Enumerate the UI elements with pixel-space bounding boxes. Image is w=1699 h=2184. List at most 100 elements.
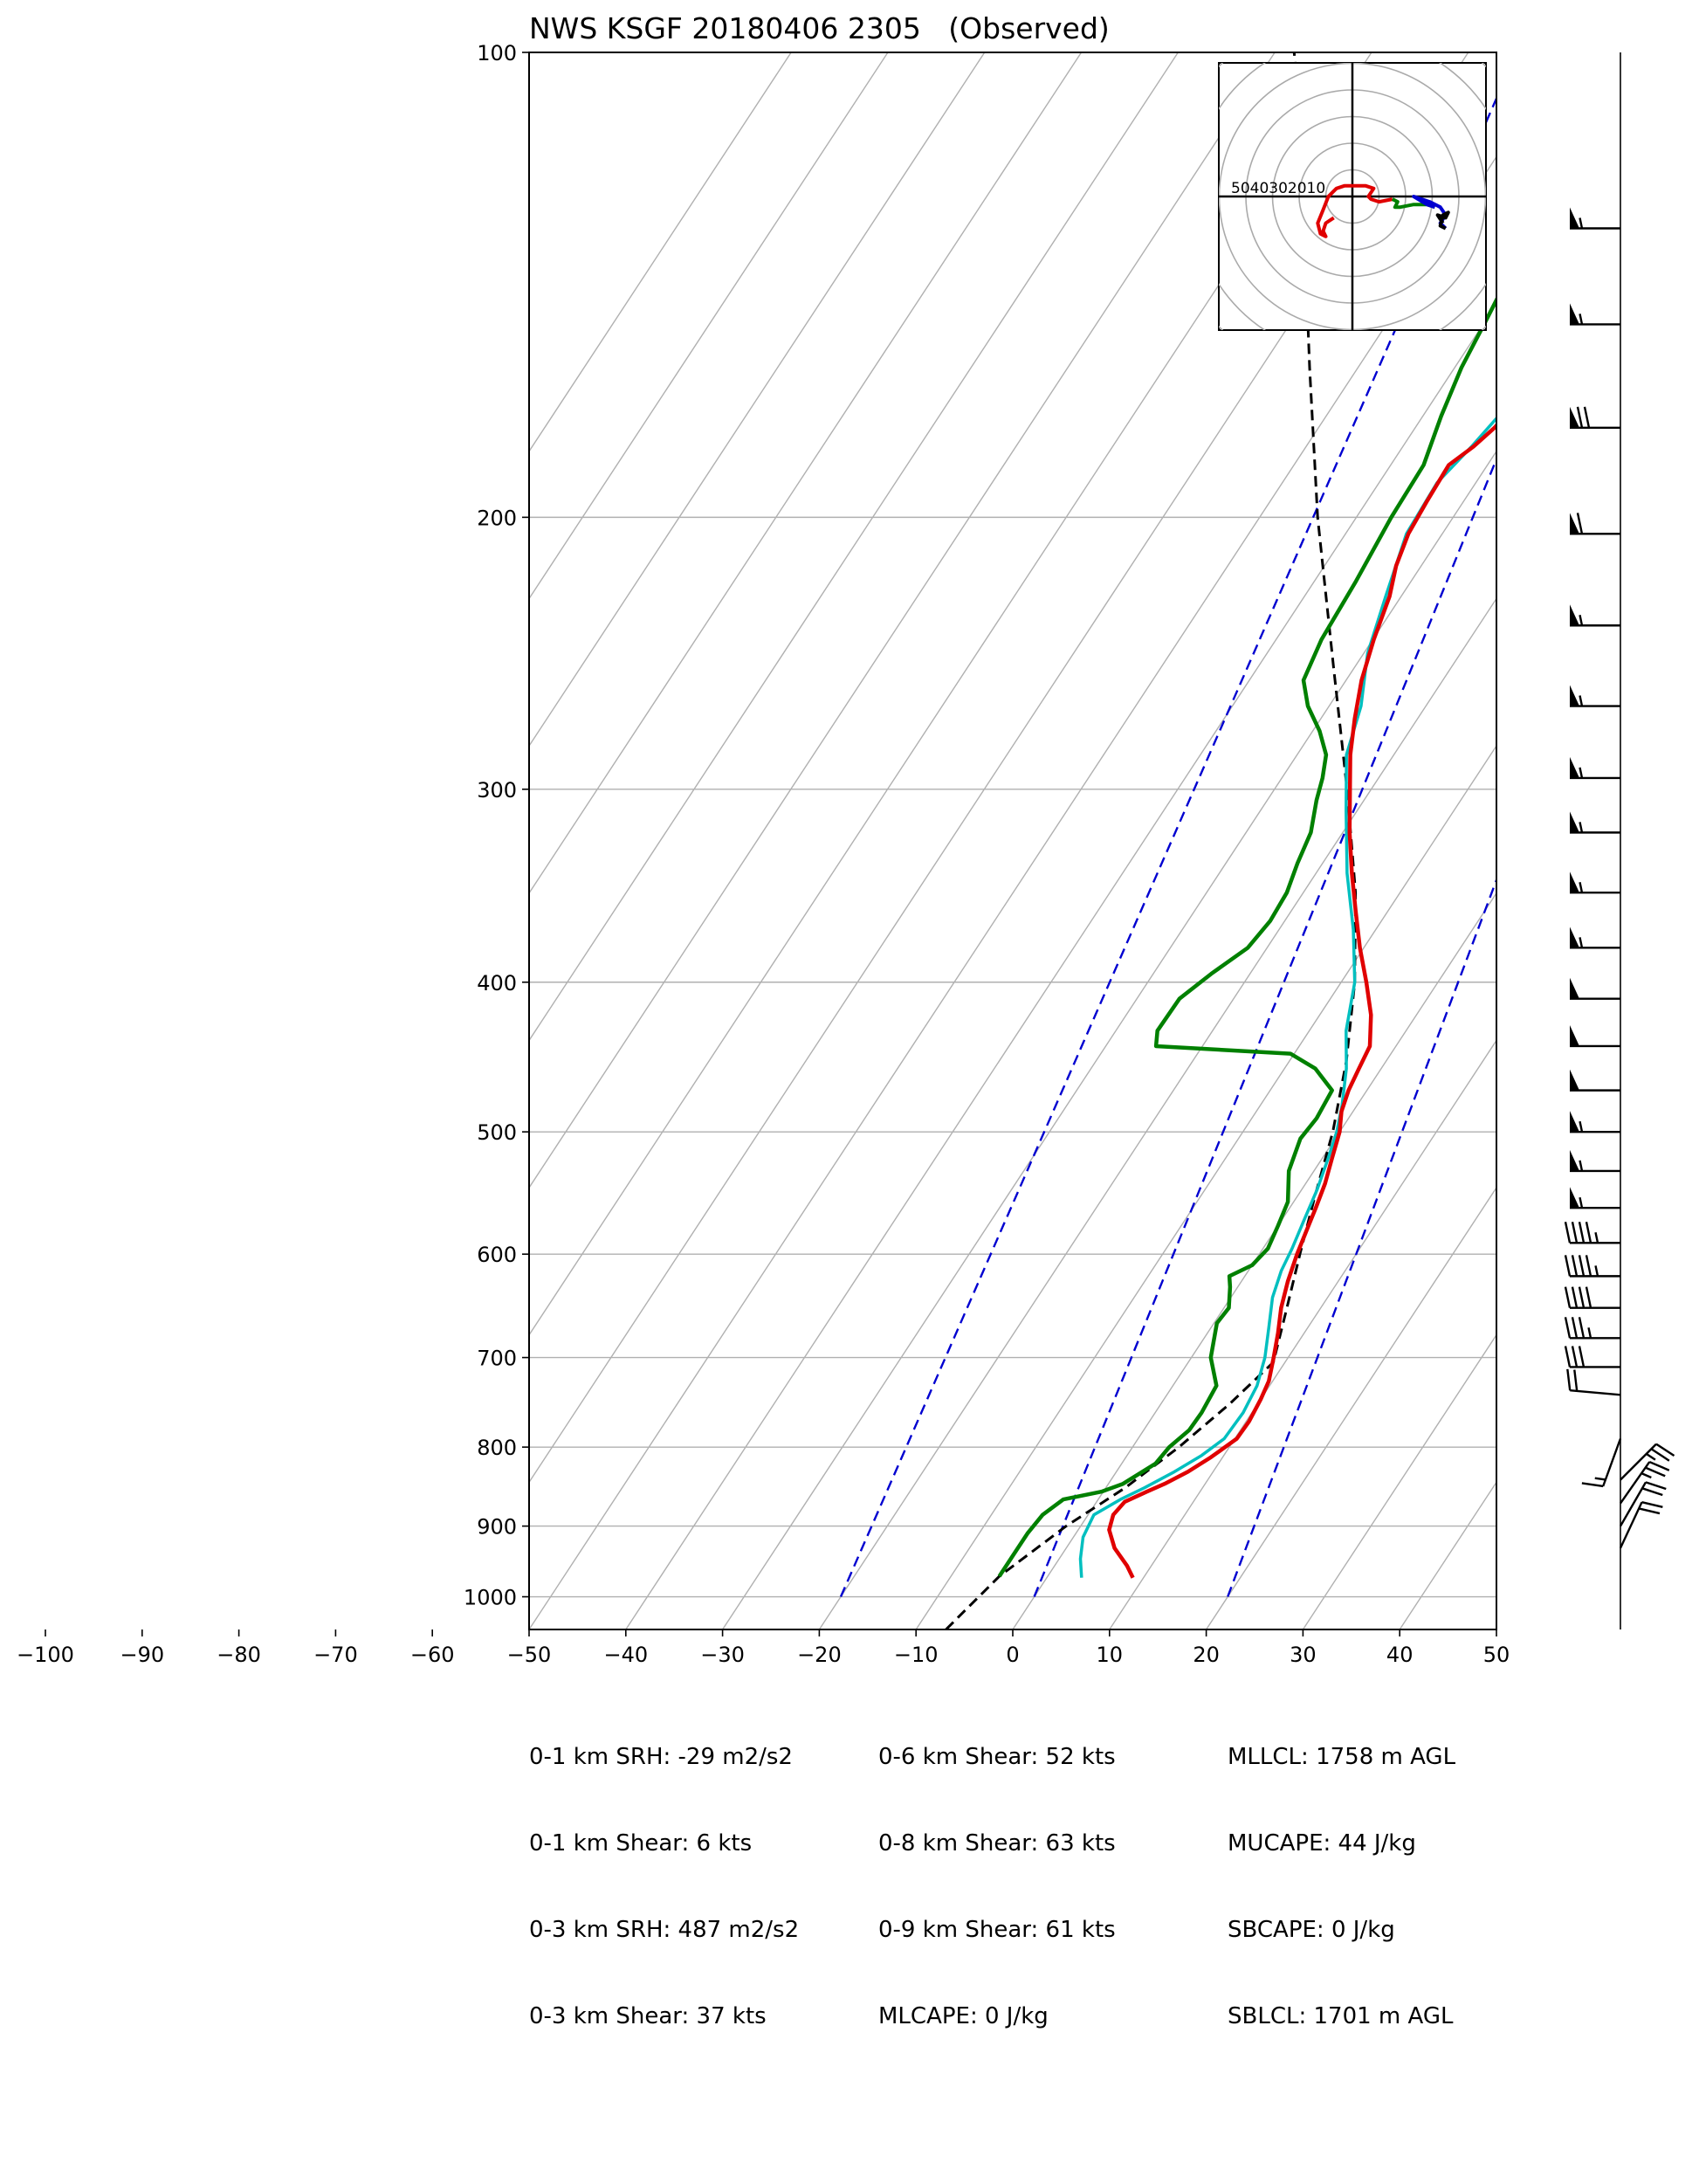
wind-barb <box>1570 1069 1620 1092</box>
x-tick-label: −80 <box>217 1643 261 1667</box>
wind-barb <box>1619 1501 1663 1549</box>
isotherm-line <box>722 450 1496 1629</box>
isotherm-line <box>1012 892 1496 1629</box>
isotherm-line <box>625 302 1496 1629</box>
stat-line: 0-1 km SRH: -29 m2/s2 <box>529 1744 793 1770</box>
stats-column-1: 0-1 km SRH: -29 m2/s2 0-1 km Shear: 6 kt… <box>529 1685 799 2060</box>
y-tick-label: 300 <box>477 778 517 803</box>
isotherm-line <box>529 52 889 600</box>
x-tick-label: −100 <box>17 1643 74 1667</box>
stat-line: SBLCL: 1701 m AGL <box>1228 2003 1454 2029</box>
isotherm-gridlines <box>529 52 1496 1629</box>
wind-barb <box>1570 1024 1620 1048</box>
temperature-trace <box>1107 422 1496 1579</box>
y-tick-label: 600 <box>477 1243 517 1267</box>
isotherm-line <box>529 52 792 453</box>
isotherm-line <box>529 52 1372 1336</box>
stat-line: 0-3 km SRH: 487 m2/s2 <box>529 1917 800 1943</box>
wind-barb <box>1564 1222 1620 1244</box>
wind-barb <box>1570 303 1620 326</box>
y-tick-label: 400 <box>477 971 517 996</box>
stat-line: SBCAPE: 0 J/kg <box>1228 1917 1395 1943</box>
wind-barb <box>1570 513 1620 535</box>
wind-barb <box>1570 207 1620 230</box>
dewpoint-trace <box>997 295 1496 1578</box>
x-tick-label: −90 <box>120 1643 164 1667</box>
x-axis-ticks: −100 −90 −80 −70 −60 −50 −40 −30 −20 −10 0 10 20 30 40… <box>17 1629 1510 1667</box>
wind-barb <box>1566 1368 1621 1396</box>
chart-title: NWS KSGF 20180406 2305 (Observed) <box>529 11 1110 45</box>
isotherm-line <box>915 744 1496 1629</box>
wind-barb <box>1570 756 1620 780</box>
isotherm-line <box>529 52 986 748</box>
stat-line: MUCAPE: 44 J/kg <box>1228 1830 1416 1857</box>
stat-line: 0-8 km Shear: 63 kts <box>878 1830 1116 1857</box>
isotherm-line <box>529 52 1276 1189</box>
wind-barb <box>1570 685 1620 707</box>
isobar-gridlines <box>529 52 1496 1598</box>
wind-barb <box>1570 927 1620 949</box>
isotherm-line <box>1109 1039 1496 1629</box>
wind-barb <box>1570 406 1620 430</box>
isotherm-line <box>1206 1186 1496 1629</box>
y-tick-label: 900 <box>477 1515 517 1540</box>
wind-barb <box>1564 1346 1620 1368</box>
x-tick-label: 10 <box>1097 1643 1124 1667</box>
stat-line: 0-3 km Shear: 37 kts <box>529 2003 767 2029</box>
mixing-ratio-line <box>1227 877 1496 1597</box>
stats-column-3: MLLCL: 1758 m AGL MUCAPE: 44 J/kg SBCAPE… <box>1228 1685 1455 2060</box>
isotherm-line <box>1302 1333 1496 1629</box>
stat-line: MLLCL: 1758 m AGL <box>1228 1744 1456 1770</box>
hodograph-plot: 5040302010 <box>1219 63 1486 330</box>
hodograph-ring-labels: 5040302010 <box>1231 180 1325 197</box>
x-tick-label: −60 <box>410 1643 455 1667</box>
wind-barb <box>1570 1111 1620 1133</box>
wind-barb <box>1620 1460 1670 1505</box>
stats-column-2: 0-6 km Shear: 52 kts 0-8 km Shear: 63 kt… <box>878 1685 1116 2060</box>
x-tick-label: −10 <box>894 1643 939 1667</box>
x-tick-label: 0 <box>1006 1643 1019 1667</box>
wind-barb <box>1570 1149 1620 1173</box>
x-tick-label: −70 <box>313 1643 358 1667</box>
wind-barb <box>1581 1438 1622 1488</box>
wind-barb <box>1564 1286 1620 1309</box>
wind-barb <box>1570 604 1620 627</box>
wind-barb <box>1570 811 1620 834</box>
hodograph-inset: 5040302010 <box>1218 62 1487 331</box>
wind-barb <box>1620 1443 1675 1481</box>
wind-barb <box>1564 1317 1620 1340</box>
x-tick-label: 20 <box>1193 1643 1220 1667</box>
isotherm-line <box>818 597 1496 1629</box>
stat-line: 0-6 km Shear: 52 kts <box>878 1744 1116 1770</box>
wind-barbs <box>1564 52 1675 1629</box>
hodograph-trace <box>1435 210 1450 231</box>
wind-barb <box>1570 977 1620 1000</box>
hodograph-trace <box>1316 183 1393 238</box>
y-tick-label: 500 <box>477 1120 517 1145</box>
wind-barb <box>1570 872 1620 894</box>
x-tick-label: 50 <box>1483 1643 1510 1667</box>
isotherm-line <box>529 52 1179 1042</box>
isotherm-line <box>529 52 1083 895</box>
y-tick-label: 1000 <box>464 1586 517 1610</box>
parcel-trace <box>945 52 1358 1629</box>
x-tick-label: −30 <box>700 1643 745 1667</box>
x-tick-label: −50 <box>507 1643 552 1667</box>
stat-line: 0-1 km Shear: 6 kts <box>529 1830 753 1857</box>
wind-barb <box>1619 1481 1667 1527</box>
x-tick-label: −20 <box>797 1643 842 1667</box>
y-axis-ticks: 100 200 300 400 500 600 700 800 900 1000 <box>464 41 529 1610</box>
stat-line: 0-9 km Shear: 61 kts <box>878 1917 1116 1943</box>
wind-barb <box>1564 1255 1620 1278</box>
y-tick-label: 100 <box>477 41 517 65</box>
y-tick-label: 800 <box>477 1436 517 1460</box>
profile-traces <box>945 52 1496 1629</box>
x-tick-label: −40 <box>603 1643 648 1667</box>
x-tick-label: 30 <box>1290 1643 1317 1667</box>
y-tick-label: 200 <box>477 506 517 530</box>
x-tick-label: 40 <box>1386 1643 1414 1667</box>
y-tick-label: 700 <box>477 1347 517 1371</box>
wind-barb <box>1570 1187 1620 1209</box>
stat-line: MLCAPE: 0 J/kg <box>878 2003 1049 2029</box>
